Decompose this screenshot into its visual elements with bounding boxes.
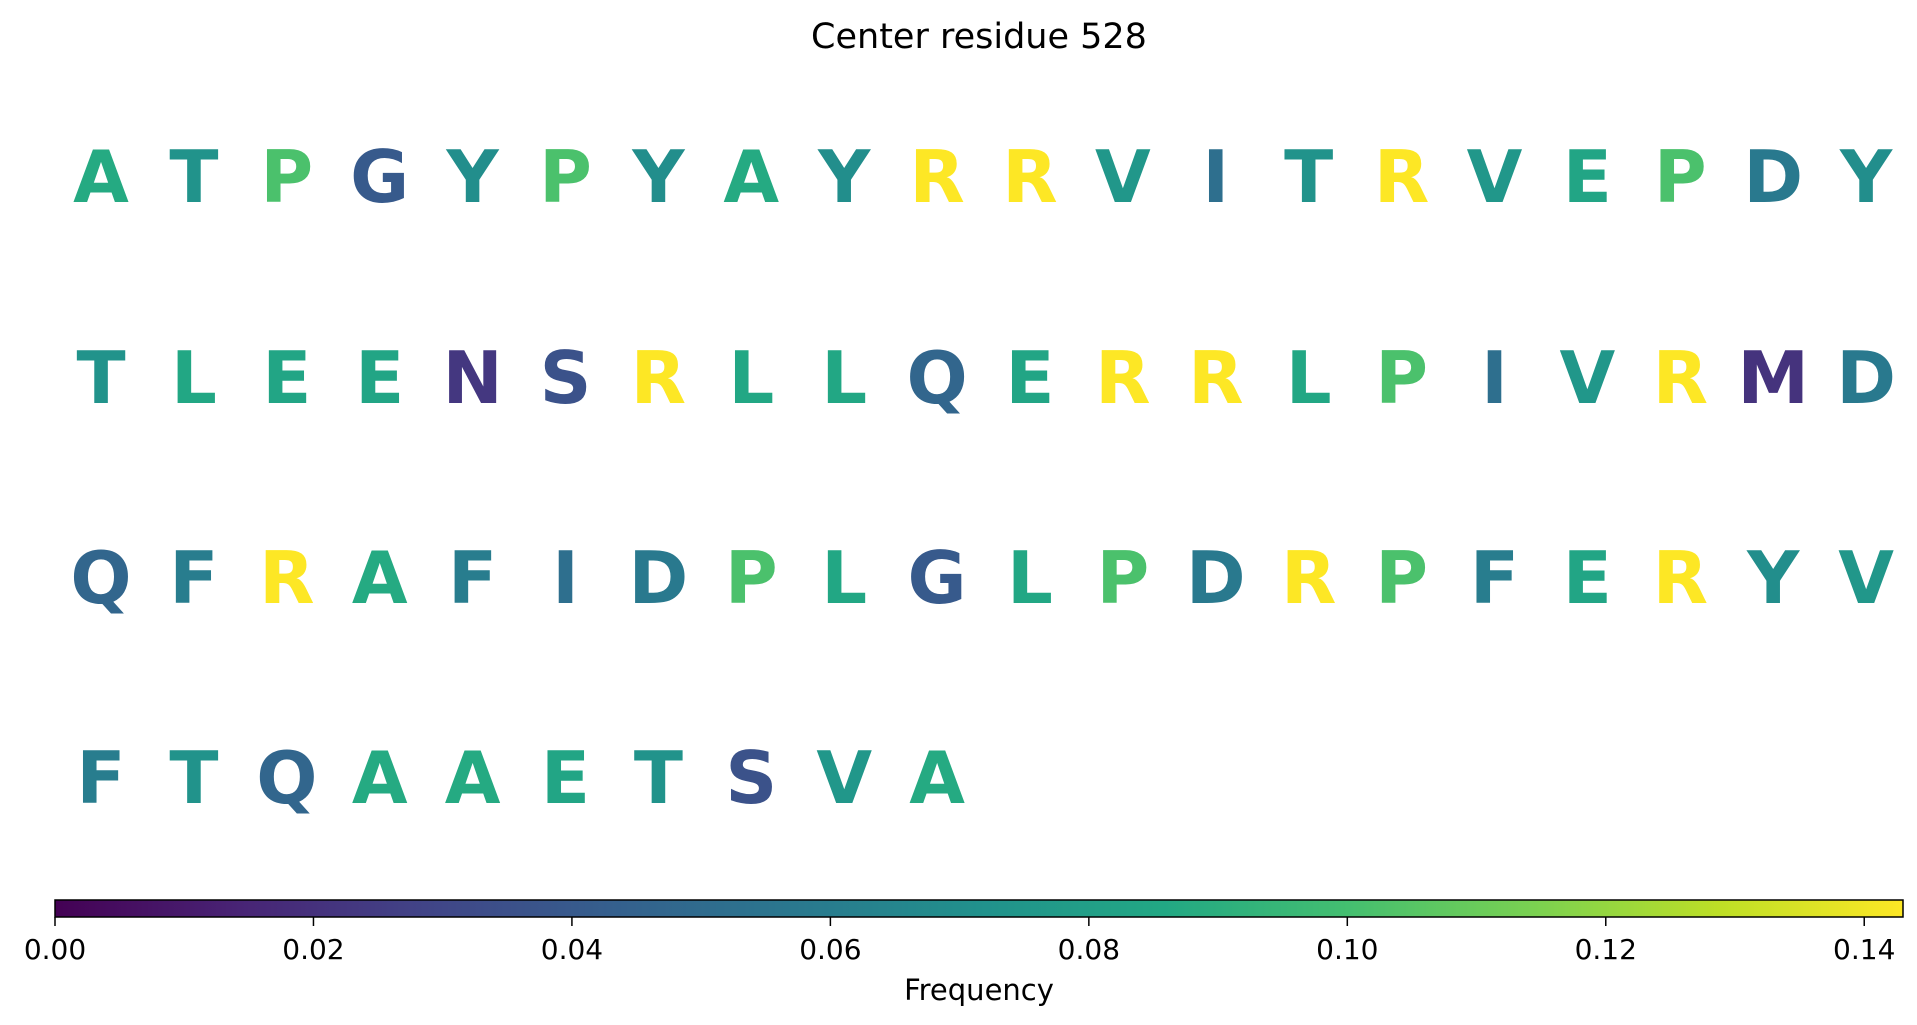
residue-P: P <box>260 135 313 219</box>
residue-Y: Y <box>1746 536 1800 620</box>
residue-T: T <box>169 135 218 219</box>
residue-R: R <box>1095 336 1150 420</box>
residue-Q: Q <box>256 736 317 820</box>
residue-L: L <box>728 336 774 420</box>
residue-A: A <box>723 135 779 219</box>
residue-D: D <box>1836 336 1896 420</box>
residue-T: T <box>76 336 125 420</box>
residue-A: A <box>352 736 408 820</box>
residue-A: A <box>73 135 129 219</box>
residue-P: P <box>1375 536 1428 620</box>
residue-F: F <box>1470 536 1519 620</box>
residue-E: E <box>541 736 590 820</box>
residue-D: D <box>1743 135 1803 219</box>
residue-R: R <box>1653 536 1708 620</box>
colorbar-tick-label: 0.04 <box>541 933 603 966</box>
residue-R: R <box>1002 135 1057 219</box>
residue-V: V <box>1838 536 1894 620</box>
residue-V: V <box>1467 135 1523 219</box>
residue-T: T <box>634 736 683 820</box>
residue-L: L <box>171 336 217 420</box>
residue-I: I <box>552 536 579 620</box>
residue-F: F <box>448 536 497 620</box>
residue-N: N <box>442 336 502 420</box>
residue-P: P <box>725 536 778 620</box>
residue-E: E <box>262 336 311 420</box>
residue-D: D <box>629 536 689 620</box>
colorbar-gradient <box>54 899 1904 918</box>
residue-A: A <box>445 736 501 820</box>
residue-V: V <box>816 736 872 820</box>
colorbar-tick-label: 0.02 <box>282 933 344 966</box>
residue-E: E <box>1563 135 1612 219</box>
residue-R: R <box>1653 336 1708 420</box>
residue-S: S <box>725 736 777 820</box>
colorbar-ticks: 0.00 0.02 0.04 0.06 0.08 0.10 0.12 0.14 <box>24 917 1895 966</box>
residue-Q: Q <box>906 336 967 420</box>
residue-V: V <box>1095 135 1151 219</box>
residue-A: A <box>909 736 965 820</box>
residue-Y: Y <box>1839 135 1893 219</box>
colorbar-label: Frequency <box>904 973 1054 1007</box>
residue-F: F <box>169 536 218 620</box>
residue-D: D <box>1186 536 1246 620</box>
residue-M: M <box>1737 336 1809 420</box>
colorbar-tick-label: 0.10 <box>1316 933 1378 966</box>
residue-L: L <box>821 336 867 420</box>
residue-Y: Y <box>817 135 871 219</box>
residue-P: P <box>539 135 592 219</box>
residue-P: P <box>1097 536 1150 620</box>
residue-P: P <box>1654 135 1707 219</box>
residue-R: R <box>259 536 314 620</box>
residue-L: L <box>1007 536 1053 620</box>
colorbar-tick-label: 0.06 <box>799 933 861 966</box>
colorbar-tick-label: 0.00 <box>24 933 86 966</box>
residue-A: A <box>352 536 408 620</box>
colorbar-tick-label: 0.14 <box>1833 933 1895 966</box>
residue-T: T <box>1284 135 1333 219</box>
residue-V: V <box>1560 336 1616 420</box>
residue-G: G <box>350 135 409 219</box>
chart-title: Center residue 528 <box>811 17 1147 57</box>
residue-grid: A T P G Y P Y A Y R R V I T R V E P D YT L E E N S R L L Q E R R L P I V R M D… <box>70 135 1896 820</box>
colorbar-tick-label: 0.12 <box>1575 933 1637 966</box>
residue-E: E <box>1563 536 1612 620</box>
residue-I: I <box>1481 336 1508 420</box>
residue-Y: Y <box>446 135 500 219</box>
residue-F: F <box>76 736 125 820</box>
residue-R: R <box>1188 336 1243 420</box>
residue-R: R <box>631 336 686 420</box>
residue-Y: Y <box>631 135 685 219</box>
colorbar-tick-label: 0.08 <box>1058 933 1120 966</box>
residue-Q: Q <box>70 536 131 620</box>
residue-S: S <box>540 336 592 420</box>
residue-G: G <box>908 536 967 620</box>
residue-R: R <box>909 135 964 219</box>
residue-E: E <box>1005 336 1054 420</box>
residue-R: R <box>1374 135 1429 219</box>
residue-L: L <box>821 536 867 620</box>
residue-I: I <box>1202 135 1229 219</box>
residue-T: T <box>169 736 218 820</box>
residue-P: P <box>1375 336 1428 420</box>
residue-L: L <box>1286 336 1332 420</box>
colorbar: 0.00 0.02 0.04 0.06 0.08 0.10 0.12 0.14 Frequen… <box>24 899 1904 1007</box>
residue-E: E <box>355 336 404 420</box>
residue-R: R <box>1281 536 1336 620</box>
